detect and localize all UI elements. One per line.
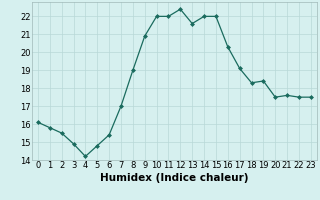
X-axis label: Humidex (Indice chaleur): Humidex (Indice chaleur) [100, 173, 249, 183]
